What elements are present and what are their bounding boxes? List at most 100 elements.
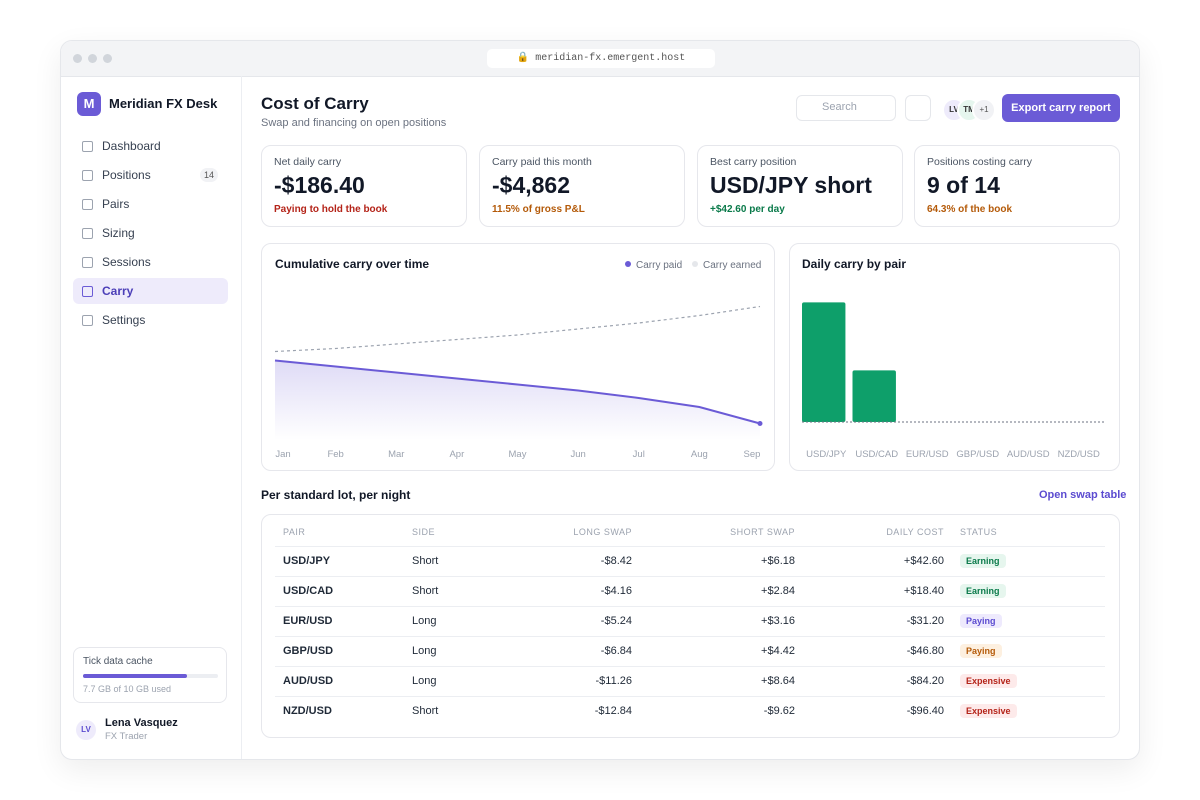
bar-chart-card bbox=[789, 243, 1120, 471]
bell-button[interactable] bbox=[905, 95, 931, 121]
status-pill: Expensive bbox=[960, 674, 1017, 688]
kpi-card bbox=[697, 145, 903, 227]
sidebar bbox=[61, 76, 242, 759]
table-cell: AUD/USD bbox=[283, 675, 334, 687]
storage-text: 7.7 GB of 10 GB used bbox=[83, 684, 172, 694]
status-pill: Expensive bbox=[960, 704, 1017, 718]
export-button[interactable]: Export carry report bbox=[1002, 94, 1120, 122]
table-title: Per standard lot, per night bbox=[261, 488, 411, 502]
status-pill: Paying bbox=[960, 644, 1002, 658]
table-cell: -$84.20 bbox=[906, 675, 944, 687]
storage-fill bbox=[83, 674, 187, 678]
nav-active-bg bbox=[73, 278, 228, 304]
storage-label: Tick data cache bbox=[83, 656, 153, 667]
table-cell: Short bbox=[412, 585, 439, 597]
table-cell: +$18.40 bbox=[903, 585, 944, 597]
user-role: FX Trader bbox=[105, 731, 148, 742]
line-chart-card bbox=[261, 243, 775, 471]
table-cell: -$96.40 bbox=[906, 705, 944, 717]
row-divider bbox=[275, 546, 1105, 547]
page-title: Cost of Carry bbox=[261, 94, 369, 113]
nav-item[interactable]: Sessions bbox=[102, 255, 151, 269]
row-divider bbox=[275, 666, 1105, 667]
status-pill: Paying bbox=[960, 614, 1002, 628]
kpi-note: +$42.60 per day bbox=[710, 204, 785, 215]
nav-icon bbox=[82, 315, 93, 326]
nav-item[interactable]: Settings bbox=[102, 313, 146, 327]
table-cell: +$8.64 bbox=[761, 675, 795, 687]
user-avatar: LV bbox=[76, 720, 96, 740]
row-divider bbox=[275, 606, 1105, 607]
kpi-note: Paying to hold the book bbox=[274, 204, 388, 215]
brand-name: Meridian FX Desk bbox=[109, 96, 218, 111]
table-cell: Short bbox=[412, 555, 439, 567]
url-bar[interactable]: 🔒 meridian-fx.emergent.host bbox=[487, 49, 715, 68]
kpi-label: Best carry position bbox=[710, 156, 797, 168]
table-cell: +$3.16 bbox=[761, 615, 795, 627]
table-cell: Long bbox=[412, 645, 437, 657]
nav-icon bbox=[82, 199, 93, 210]
table-cell: -$31.20 bbox=[906, 615, 944, 627]
table-cell: Long bbox=[412, 675, 437, 687]
status-pill: Earning bbox=[960, 584, 1006, 598]
nav-item[interactable]: Dashboard bbox=[102, 139, 161, 153]
column-header: PAIR bbox=[283, 527, 306, 537]
table-cell: -$12.84 bbox=[594, 705, 632, 717]
avatar-more: +1 bbox=[972, 98, 996, 122]
row-divider bbox=[275, 576, 1105, 577]
kpi-card bbox=[914, 145, 1120, 227]
nav-icon bbox=[82, 170, 93, 181]
nav-icon bbox=[82, 141, 93, 152]
search-placeholder: Search bbox=[822, 101, 857, 113]
kpi-card bbox=[261, 145, 467, 227]
browser-frame: 🔒 meridian-fx.emergent.host bbox=[60, 40, 1140, 760]
search-box[interactable] bbox=[796, 95, 896, 121]
table-cell: +$6.18 bbox=[761, 555, 795, 567]
column-header: LONG SWAP bbox=[573, 527, 632, 537]
kpi-value: -$186.40 bbox=[274, 172, 365, 198]
nav-icon bbox=[82, 257, 93, 268]
table-card bbox=[261, 514, 1120, 738]
table-cell: Short bbox=[412, 705, 439, 717]
table-cell: -$6.84 bbox=[600, 645, 632, 657]
kpi-value: USD/JPY short bbox=[710, 172, 872, 198]
kpi-label: Positions costing carry bbox=[927, 156, 1033, 168]
url: meridian-fx.emergent.host bbox=[535, 53, 686, 64]
table-cell: -$46.80 bbox=[906, 645, 944, 657]
column-header: DAILY COST bbox=[886, 527, 944, 537]
table-cell: +$2.84 bbox=[761, 585, 795, 597]
table-cell: -$5.24 bbox=[600, 615, 632, 627]
table-cell: -$9.62 bbox=[763, 705, 795, 717]
table-cell: USD/JPY bbox=[283, 555, 331, 567]
kpi-value: -$4,862 bbox=[492, 172, 571, 198]
table-cell: +$42.60 bbox=[903, 555, 944, 567]
nav-item[interactable]: Positions bbox=[102, 168, 151, 182]
window-dots bbox=[73, 54, 112, 63]
table-cell: NZD/USD bbox=[283, 705, 332, 717]
nav-badge: 14 bbox=[200, 168, 218, 182]
table-cell: -$8.42 bbox=[600, 555, 632, 567]
nav-icon bbox=[82, 286, 93, 297]
user-name: Lena Vasquez bbox=[105, 717, 178, 729]
kpi-note: 64.3% of the book bbox=[927, 204, 1013, 215]
status-pill: Earning bbox=[960, 554, 1006, 568]
table-cell: USD/CAD bbox=[283, 585, 334, 597]
row-divider bbox=[275, 696, 1105, 697]
page-subtitle: Swap and financing on open positions bbox=[261, 117, 447, 129]
row-divider bbox=[275, 636, 1105, 637]
table-cell: -$4.16 bbox=[600, 585, 632, 597]
kpi-note: 11.5% of gross P&L bbox=[492, 204, 585, 215]
table-cell: EUR/USD bbox=[283, 615, 333, 627]
nav-item[interactable]: Pairs bbox=[102, 197, 130, 211]
table-link[interactable]: Open swap table bbox=[1039, 489, 1127, 501]
column-header: SHORT SWAP bbox=[730, 527, 795, 537]
kpi-value: 9 of 14 bbox=[927, 172, 1000, 198]
brand-logo: M bbox=[77, 92, 101, 116]
column-header: SIDE bbox=[412, 527, 436, 537]
title-bar: 🔒 meridian-fx.emergent.host bbox=[61, 41, 1139, 77]
nav-item[interactable]: Carry bbox=[102, 284, 134, 298]
kpi-label: Carry paid this month bbox=[492, 156, 592, 168]
nav-item[interactable]: Sizing bbox=[102, 226, 135, 240]
table-cell: Long bbox=[412, 615, 437, 627]
